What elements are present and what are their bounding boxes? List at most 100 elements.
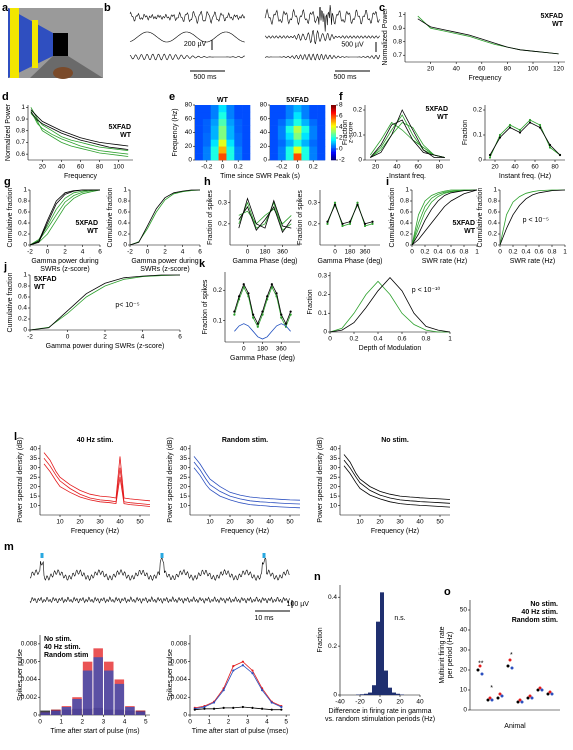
series-marker <box>280 316 283 319</box>
bar <box>114 683 125 715</box>
heat-cell <box>277 132 287 140</box>
chart-title: No stim. <box>381 437 409 444</box>
x-tick-label: 1 <box>207 719 211 726</box>
series-line <box>489 122 561 156</box>
heat-cell <box>234 146 243 154</box>
y-tick-label: 35 <box>30 455 38 462</box>
heat-cell <box>301 132 310 140</box>
x-tick-label: 10 <box>56 519 64 526</box>
heat-cell <box>195 118 204 126</box>
heat-cell <box>270 111 279 120</box>
y-tick-label: 0.006 <box>21 658 38 665</box>
heat-cell <box>277 146 287 154</box>
x-tick-label: -0.2 <box>276 164 288 171</box>
series-marker <box>261 689 264 692</box>
colorbar-step <box>331 142 336 144</box>
histogram-bar <box>384 670 388 695</box>
heat-cell <box>270 118 279 126</box>
heat-cell <box>218 153 227 161</box>
series-line <box>129 189 200 246</box>
y-tick-label: 20 <box>260 143 268 150</box>
bar <box>103 670 114 715</box>
y-tick-label: 40 <box>460 627 468 634</box>
x-tick-label: 60 <box>77 164 85 171</box>
series-marker <box>275 292 278 295</box>
colorbar-step <box>331 125 336 128</box>
series-marker <box>333 201 337 204</box>
legend-entry: 40 Hz stim. <box>44 644 81 651</box>
colorbar-tick-label: -2 <box>339 157 345 164</box>
trace <box>29 596 290 604</box>
x-axis-label: Gamma Phase (deg) <box>318 258 383 265</box>
heat-cell <box>317 139 326 147</box>
heat-cell <box>309 139 318 147</box>
x-tick-label: 40 <box>58 164 66 171</box>
y-tick-label: 30 <box>30 464 38 471</box>
series-line <box>193 461 301 505</box>
heat-cell <box>309 118 318 126</box>
x-axis-label: Time after start of pulse (ms) <box>50 728 139 735</box>
y-tick-label: 0.004 <box>21 676 38 683</box>
y-tick-label: 0.008 <box>21 641 38 648</box>
heat-cell <box>226 132 235 140</box>
bar <box>82 670 93 715</box>
point <box>500 694 504 698</box>
colorbar-step <box>331 153 336 155</box>
legend-entry: WT <box>120 132 132 139</box>
y-tick-label: 40 <box>330 446 338 453</box>
series-line <box>234 323 291 340</box>
x-tick-label: 20 <box>372 164 380 171</box>
point <box>490 698 494 702</box>
chart-title: 5XFAD <box>286 97 309 104</box>
series-marker <box>252 313 255 316</box>
x-tick-label: 0 <box>333 249 337 256</box>
heat-cell <box>293 132 302 140</box>
series-line <box>370 122 445 158</box>
series-marker <box>498 136 502 139</box>
colorbar-step <box>331 109 336 111</box>
series-line <box>29 274 181 331</box>
y-tick-label: 1 <box>405 187 409 194</box>
series-line <box>29 189 100 246</box>
trace <box>264 53 381 61</box>
series-marker <box>270 283 273 286</box>
series-marker <box>232 706 235 709</box>
heat-cell <box>202 118 212 126</box>
legend-entry: No stim. <box>530 601 558 608</box>
heat-cell <box>317 125 326 133</box>
heat-cell <box>293 105 302 113</box>
series-marker <box>212 707 216 710</box>
x-axis-label: Time since SWR Peak (s) <box>220 173 300 180</box>
x-tick-label: 20 <box>39 164 47 171</box>
y-tick-label: 20 <box>30 483 38 490</box>
x-tick-label: 6 <box>98 249 102 256</box>
point <box>480 672 484 676</box>
y-tick-label: 40 <box>30 446 38 453</box>
scene-floor <box>30 56 103 78</box>
y-tick-label: 0.2 <box>213 287 222 294</box>
y-tick-label: 0.7 <box>393 52 402 59</box>
legend-entry: WT <box>87 228 99 235</box>
heat-cell <box>301 153 310 161</box>
series-marker <box>242 283 245 286</box>
y-tick-label: 0.2 <box>328 643 337 650</box>
series-marker <box>488 156 492 159</box>
panel-label: i <box>386 176 389 188</box>
annotation: p < 10⁻⁵ <box>523 217 549 224</box>
y-tick-label: 0 <box>493 242 497 249</box>
y-tick-label: 0.6 <box>18 294 27 301</box>
x-tick-label: 30 <box>96 519 104 526</box>
x-tick-label: 0.2 <box>349 336 358 343</box>
x-tick-label: 4 <box>181 249 185 256</box>
x-tick-label: 360 <box>276 346 287 353</box>
y-tick-label: 0.4 <box>328 594 337 601</box>
y-tick-label: 0.1 <box>353 132 362 139</box>
trace <box>129 10 246 25</box>
x-tick-label: 5 <box>284 719 288 726</box>
y-tick-label: 0.2 <box>18 231 27 238</box>
y-tick-label: 80 <box>260 102 268 109</box>
point <box>530 696 534 700</box>
heat-cell <box>218 146 227 154</box>
stim-marker <box>262 553 266 558</box>
heat-cell <box>195 111 204 120</box>
